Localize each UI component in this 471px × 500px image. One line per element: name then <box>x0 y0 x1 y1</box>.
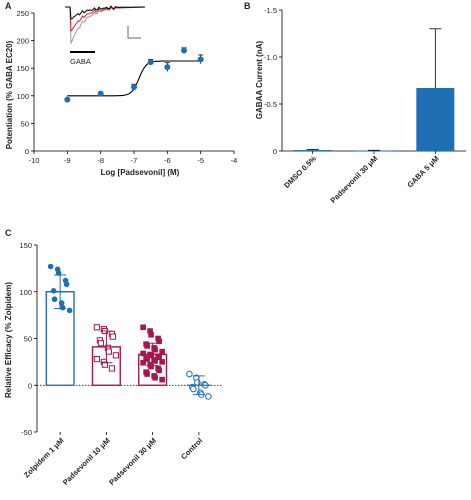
panel-c-data-point <box>47 263 54 270</box>
panel-c-y-tick-label: 100 <box>19 288 32 297</box>
panel-a-data-point <box>181 47 187 54</box>
panel-c-label: C <box>5 228 12 238</box>
panel-c-data-point <box>156 338 162 345</box>
panel-c-data-point <box>93 324 100 331</box>
scale-bar <box>127 26 141 39</box>
panel-a-x-tick-label: -9 <box>64 156 71 165</box>
panel-b-bar <box>416 88 455 151</box>
panel-c-data-point <box>93 355 100 363</box>
panel-a-y-tick-label: 250 <box>16 9 29 18</box>
panel-c-x-tick-label: Padsevonil 10 μM <box>61 436 112 487</box>
panel-a-axes: -10 -9 -8 -7 -6 -5 -4 0 50 100 150 200 250 <box>16 9 237 165</box>
panel-c-data-point <box>155 335 161 342</box>
panel-a-data-point <box>197 56 204 63</box>
panel-c-data-point <box>109 333 116 340</box>
panel-c-data-point <box>108 365 115 372</box>
panel-a-data-point <box>97 90 104 97</box>
panel-a-x-tick-label: -10 <box>29 156 40 165</box>
panel-c-ylabel: Relative Efficacy (% Zolpidem) <box>4 282 13 398</box>
panel-a-inset-traces: GABA <box>65 5 146 66</box>
panel-b-bar <box>293 150 332 152</box>
panel-c-data-point <box>159 359 165 365</box>
panel-a-y-tick-label: 200 <box>16 37 29 46</box>
panel-c-data-point <box>159 348 165 355</box>
panel-a-data-point <box>131 83 137 90</box>
panel-a-x-tick-label: -7 <box>131 156 138 165</box>
panel-c-data-point <box>63 281 70 288</box>
panel-c-data-point <box>152 374 158 381</box>
panel-c-data-point <box>140 360 146 366</box>
panel-b-y-tick-label: 0 <box>273 147 277 156</box>
panel-a-x-tick-label: -6 <box>164 156 171 165</box>
panel-c-data-point <box>148 352 154 359</box>
panel-c-y-tick-label: 0 <box>28 381 32 390</box>
panel-b-ylabel: GABAA Current (nA) <box>255 40 264 119</box>
panel-b-bar <box>354 150 394 152</box>
panel-a-label: A <box>5 1 12 11</box>
panel-c-data-point <box>156 354 162 360</box>
panel-c-data-point <box>152 358 158 364</box>
panel-c-data-point <box>205 393 212 400</box>
panel-a-y-tick-label: 150 <box>16 64 29 73</box>
panel-c-data-point <box>101 361 108 368</box>
panel-c-data-point <box>144 343 150 349</box>
panel-c-data-point <box>190 385 197 393</box>
panel-c-x-tick-label: Padsevonil 30 μM <box>107 436 158 487</box>
panel-a-x-tick-label: -8 <box>97 156 104 165</box>
panel-c-data-point <box>144 356 150 362</box>
panel-b-marks <box>293 28 455 152</box>
panel-c-data-point <box>148 331 154 338</box>
inset-gaba-label: GABA <box>70 57 91 66</box>
panel-b-x-tick-label: DMSO 0.5% <box>282 154 318 190</box>
panel-a-y-tick-label: 50 <box>21 119 29 128</box>
panel-a-marks <box>64 47 204 103</box>
panel-c-y-tick-label: 150 <box>19 241 32 250</box>
panel-b-y-tick-label: -1.5 <box>264 6 277 15</box>
panel-c-data-point <box>97 340 104 347</box>
panel-c-x-tick-label: Control <box>179 436 204 461</box>
panel-c-data-point <box>186 370 193 378</box>
panel-b-y-tick-label: -1.0 <box>264 53 277 62</box>
panel-a-x-tick-label: -4 <box>231 156 238 165</box>
panel-b-y-tick-label: -0.5 <box>264 100 277 109</box>
panel-a: A GABA -10 -9 -8 -7 -6 -5 -4 0 50 100 150 200 250 Lo… <box>5 1 237 177</box>
panel-c-data-point <box>105 348 112 355</box>
panel-c-y-tick-label: 50 <box>24 335 32 344</box>
trace-black <box>65 5 146 20</box>
panel-a-y-tick-label: 100 <box>16 92 29 101</box>
panel-a-data-point <box>164 64 171 71</box>
panel-c-data-point <box>51 296 58 303</box>
panel-c-data-point <box>156 367 162 374</box>
panel-c-data-point <box>148 363 154 370</box>
panel-c-data-point <box>66 307 73 314</box>
panel-b-x-tick-label: GABA 5 μM <box>405 154 440 189</box>
panel-c-data-point <box>159 376 165 383</box>
panel-c-data-point <box>59 304 66 311</box>
panel-a-data-point <box>64 96 71 103</box>
panel-c-data-point <box>152 346 158 353</box>
panel-a-y-tick-label: 0 <box>25 147 29 156</box>
panel-c-y-tick-label: -50 <box>21 428 32 437</box>
panel-b-label: B <box>244 1 251 11</box>
panel-c-data-point <box>147 328 153 334</box>
panel-c-data-point <box>50 288 57 294</box>
panel-c-x-tick-label: Zolpidem 1 μM <box>22 436 65 479</box>
panel-c-data-point <box>112 352 119 359</box>
panel-c-data-point <box>140 350 146 357</box>
panel-c-marks <box>45 263 212 400</box>
panel-c-data-point <box>144 371 150 377</box>
panel-b-x-tick-label: Padsevonil 30 μM <box>329 154 380 205</box>
panel-a-ylabel: Potentiation (% GABA EC20) <box>5 40 14 149</box>
panel-b: B 0 -0.5 -1.0 -1.5 DMSO 0.5% Padsevonil 30 μM… <box>244 1 466 205</box>
panel-a-xlabel: Log [Padsevonil] (M) <box>101 168 180 177</box>
panel-a-fit-curve <box>67 60 199 97</box>
panel-c-data-point <box>140 324 146 331</box>
panel-a-x-tick-label: -5 <box>197 156 204 165</box>
panel-a-data-point <box>147 59 154 66</box>
